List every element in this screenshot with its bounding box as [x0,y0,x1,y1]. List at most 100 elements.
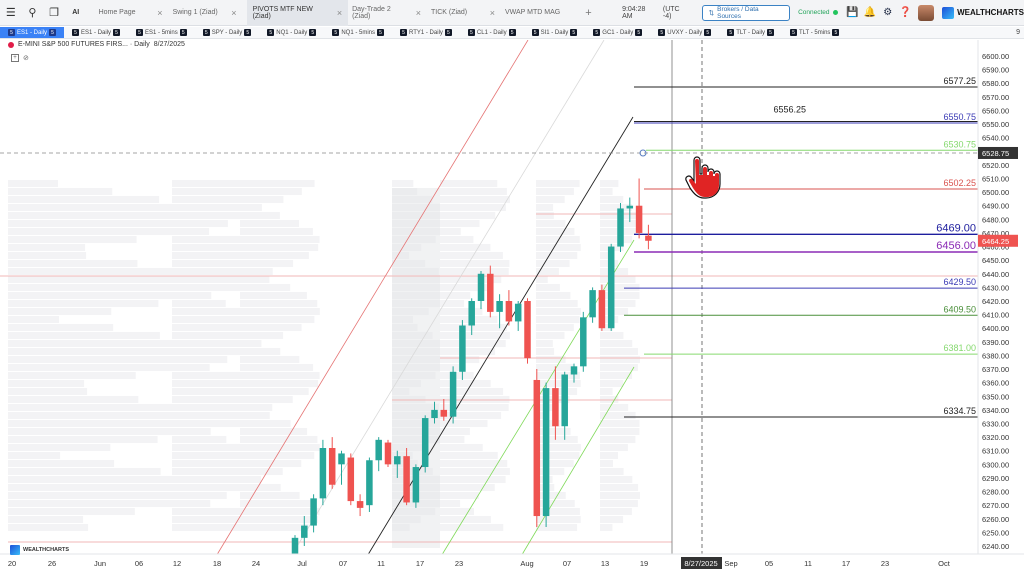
volume-profile-bar [8,260,138,267]
volume-profile-bar [240,468,283,475]
symbol-tab[interactable]: 5 GC1 - Daily 5 [585,27,650,38]
volume-profile-bar [240,268,273,275]
candle-body [468,301,475,326]
volume-profile-bar [172,340,240,347]
volume-profile-bar [240,412,270,419]
save-icon[interactable]: 💾 [846,7,859,18]
avatar[interactable] [918,4,935,21]
volume-profile-bar [240,396,293,403]
volume-profile-bar [600,188,613,195]
volume-profile-bar [172,204,240,211]
time-tick-label: Aug [520,559,533,568]
symbol-tab[interactable]: 5 NQ1 - 5mins 5 [324,27,392,38]
candle [431,401,438,424]
clock: 9:04:28 AM [622,5,646,20]
volume-profile-bar [600,364,638,371]
symbol-tab[interactable]: 5 RTY1 - Daily 5 [392,27,460,38]
candle [356,494,364,517]
tab-label: PIVOTS MTF NEW (Ziad) [252,5,313,20]
symbol-tab[interactable]: 5 ES1 - 5mins 5 [128,27,195,38]
symbol-tab[interactable]: 5 SPY - Daily 5 [195,27,260,38]
candle-body [580,317,587,367]
price-chart[interactable]: 6577.25 6556.25 6550.75 6530.75 6502.25 6469.… [0,39,1024,576]
tab-swing-1[interactable]: Swing 1 (Ziad) × [173,0,243,26]
tab-pivots-mtf-new[interactable]: PIVOTS MTF NEW (Ziad) × [246,0,349,26]
volume-profile-bar [172,452,240,459]
candle [459,320,466,380]
candle [338,450,345,485]
volume-profile-bar [8,196,160,203]
volume-profile-bar [240,372,320,379]
price-tick-label: 6570.00 [982,93,1009,102]
volume-profile-bar [8,220,172,227]
symbol-tab[interactable]: 5 TLT - Daily 5 [719,27,782,38]
volume-profile-bar [240,180,315,187]
tab-tick[interactable]: TICK (Ziad) × [431,0,501,26]
ai-button[interactable]: AI [65,0,87,26]
close-icon[interactable]: × [157,7,163,18]
volume-profile-bar [240,196,284,203]
volume-profile-bar [172,252,240,259]
hide-icon[interactable]: ⊘ [23,55,29,62]
volume-profile-bar [240,292,307,299]
interval-badge-icon: 5 [658,29,666,36]
volume-profile-bar [240,420,291,427]
tab-day-trade-2[interactable]: Day-Trade 2 (Ziad) × [352,0,427,26]
volume-profile-bar [536,500,575,507]
add-tab-button[interactable]: + [579,0,598,26]
price-tick-label: 6390.00 [982,338,1009,347]
close-icon[interactable]: × [336,7,343,18]
volume-profile-bar [240,316,315,323]
symbol-tab[interactable]: 5 NQ1 - Daily 5 [259,27,324,38]
volume-profile-bar [536,260,570,267]
price-tick-label: 6560.00 [982,106,1009,115]
symbol-tab[interactable]: 5 UVXY - Daily 5 [650,27,719,38]
price-tick-label: 6400.00 [982,324,1009,333]
volume-profile-bar [8,276,172,283]
time-tick-label: 23 [881,559,889,568]
interval-badge-icon: 5 [508,29,516,36]
hamburger-icon[interactable]: ☰ [5,7,16,19]
help-icon[interactable]: ❓ [899,7,912,18]
candle [375,437,382,472]
price-tick-label: 6500.00 [982,188,1009,197]
volume-profile-bar [440,340,506,347]
search-icon[interactable]: ⚲ [28,7,37,19]
symbol-tab[interactable]: 5 ES1 - Daily 5 [0,27,65,38]
volume-profile-bar [600,388,613,395]
watermark-text: WEALTHCHARTS [23,547,70,553]
more-symbols-button[interactable]: 9 [1016,29,1024,36]
candle [347,453,355,506]
expand-icon[interactable]: + [11,54,19,62]
symbol-tab[interactable]: 5 CL1 - Daily 5 [460,27,524,38]
candle-body [552,388,559,427]
volume-profile-bar [240,260,294,267]
close-icon[interactable]: × [231,7,237,18]
volume-profile-bar [8,356,172,363]
close-icon[interactable]: × [415,7,421,18]
tab-vwap-mtd-mag[interactable]: VWAP MTD MAG [505,0,575,26]
copy-icon[interactable]: ❐ [49,7,60,19]
tab-home-page[interactable]: Home Page × [99,0,169,26]
interval-badge-icon: 5 [113,29,121,36]
volume-profile-bar [172,508,240,515]
interval-badge-icon: 5 [309,29,317,36]
candle-body [570,366,578,375]
candle [626,197,634,223]
chart-area[interactable]: E-MINI S&P 500 FUTURES FIRS... · Daily 8… [0,39,1024,576]
brokers-data-sources-button[interactable]: ⇅ Brokers / Data Sources [701,4,791,21]
candle [477,271,485,310]
price-tick-label: 6430.00 [982,283,1009,292]
symbol-tab[interactable]: 5 SI1 - Daily 5 [524,27,586,38]
volume-profile-bar [536,196,565,203]
volume-profile-bar [172,300,226,307]
close-icon[interactable]: × [489,7,495,18]
symbol-tab[interactable]: 5 TLT - 5mins 5 [782,27,847,38]
volume-profile-bar [172,388,240,395]
bell-icon[interactable]: 🔔 [863,7,877,18]
volume-profile-bar [240,516,318,523]
gear-icon[interactable]: ⚙ [883,7,893,18]
symbol-tab[interactable]: 5 ES1 - Daily 5 [64,27,128,38]
candle [412,464,420,508]
tab-label: Day-Trade 2 (Ziad) [352,5,391,20]
